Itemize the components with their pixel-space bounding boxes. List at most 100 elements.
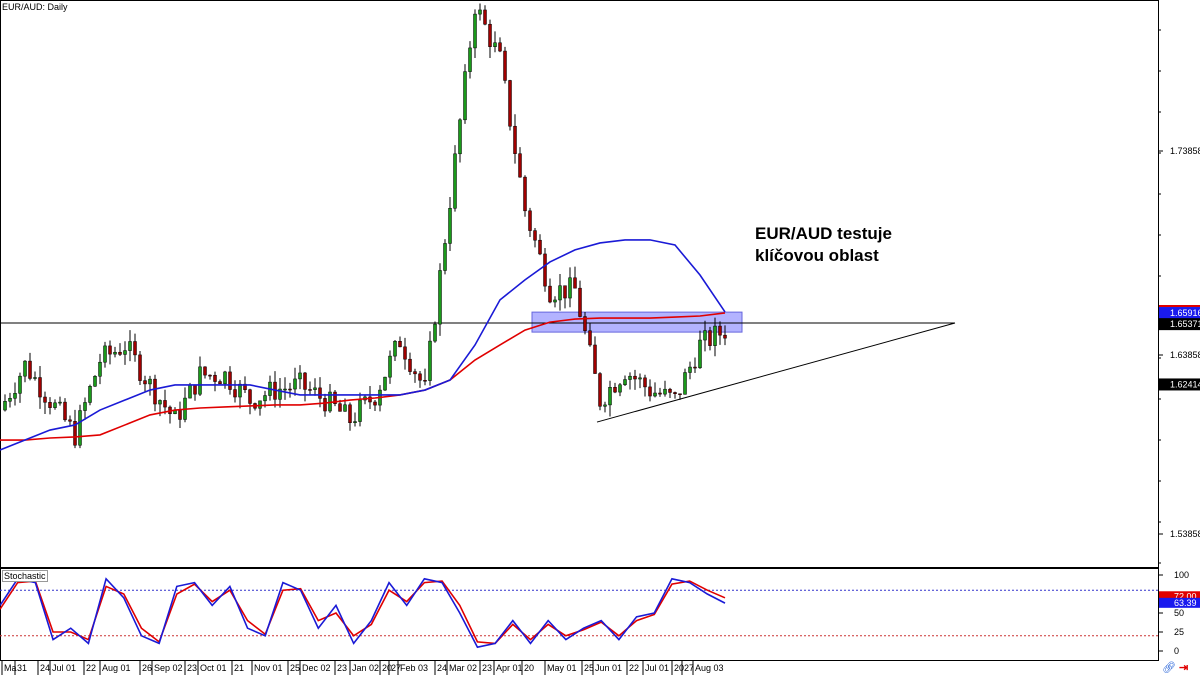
candle-body [93,375,97,387]
candle-body [563,285,567,299]
stochastic-main-line [0,577,726,649]
candle-body [668,388,672,393]
candle-body [383,376,387,391]
price-label: 1.65916 [1170,308,1200,318]
x-tick-label: 27 [684,663,694,673]
candle-body [283,388,287,391]
x-tick-label: 20 [524,663,534,673]
x-tick-label: 22 [86,663,96,673]
candle-body [113,351,117,355]
x-tick-label: 25 [584,663,594,673]
candle-body [198,366,202,395]
candle-body [43,396,47,403]
candle-body [343,404,347,412]
x-tick-label: 24 [437,663,447,673]
candle-body [163,400,167,408]
candle-body [483,9,487,25]
x-tick-label: 23 [482,663,492,673]
candle-body [143,380,147,385]
candle-body [663,388,667,395]
candle-body [693,366,697,369]
candle-body [588,330,592,346]
link-icon[interactable]: 🔗︎ [1162,662,1176,674]
candle-body [388,355,392,378]
candle-body [533,230,537,241]
candle-body [468,47,472,72]
candle-body [608,387,612,406]
candle-body [498,42,502,52]
candle-body [68,419,72,422]
chart-title: EUR/AUD: Daily [2,2,68,12]
candle-body [653,392,657,397]
candle-body [223,371,227,385]
candle-body [458,119,462,155]
candle-body [523,176,527,212]
x-tick-label: 24 [40,663,50,673]
footer-icons: 🔗︎ ⇥ [1162,661,1188,674]
candle-body [688,366,692,373]
candle-body [508,80,512,127]
x-tick-label: 21 [234,663,244,673]
candle-body [443,243,447,271]
candle-body [698,339,702,369]
x-tick-label: 27 [391,663,401,673]
scroll-to-end-icon[interactable]: ⇥ [1179,662,1189,674]
stoch-value-box [1159,597,1200,608]
stoch-value-label: 63.39 [1174,598,1197,608]
candle-body [153,378,157,405]
candle-body [323,398,327,412]
candle-body [398,340,402,348]
moving-average-fast [0,239,726,451]
candle-body [203,366,207,376]
candle-body [238,383,242,398]
annotation-text: EUR/AUD testuje klíčovou oblast [755,223,892,267]
x-tick-label: Oct 01 [200,663,227,673]
candle-body [568,277,572,299]
price-label-box [1159,318,1200,331]
x-tick-label: 25 [290,663,300,673]
stoch-value-box [1159,591,1200,602]
candle-body [178,410,182,420]
candle-body [103,345,107,363]
candle-body [518,153,522,178]
candle-body [708,330,712,346]
candle-body [188,384,192,399]
candle-body [8,398,12,402]
candle-body [558,285,562,301]
x-tick-label: Jul 01 [645,663,669,673]
candle-body [673,392,677,394]
main-pane-frame [0,0,1159,568]
candle-body [233,389,237,398]
candle-body [293,378,297,390]
candle-body [603,404,607,407]
candle-body [718,325,722,336]
candle-body [408,358,412,372]
candle-body [338,403,342,412]
candle-body [368,396,372,403]
moving-average-slow [0,312,726,441]
candle-body [83,402,87,411]
candle-body [133,341,137,356]
candle-body [78,410,82,446]
candle-body [213,374,217,382]
stochastic-title: Stochastic [2,570,48,582]
candle-body [463,71,467,121]
candle-body [683,372,687,395]
candle-body [228,371,232,390]
candle-body [3,401,7,411]
candle-body [643,377,647,388]
candle-body [403,346,407,360]
candle-body [158,400,162,405]
candle-body [33,377,37,379]
candle-body [278,388,282,400]
x-tick-label: Aug 01 [102,663,131,673]
candle-body [493,42,497,47]
candle-body [528,210,532,231]
x-tick-label: Aug 03 [695,663,724,673]
x-tick-label: 31 [17,663,27,673]
candle-body [263,395,267,402]
candle-body [623,379,627,386]
x-tick-label: Feb 03 [400,663,428,673]
candle-body [573,277,577,289]
